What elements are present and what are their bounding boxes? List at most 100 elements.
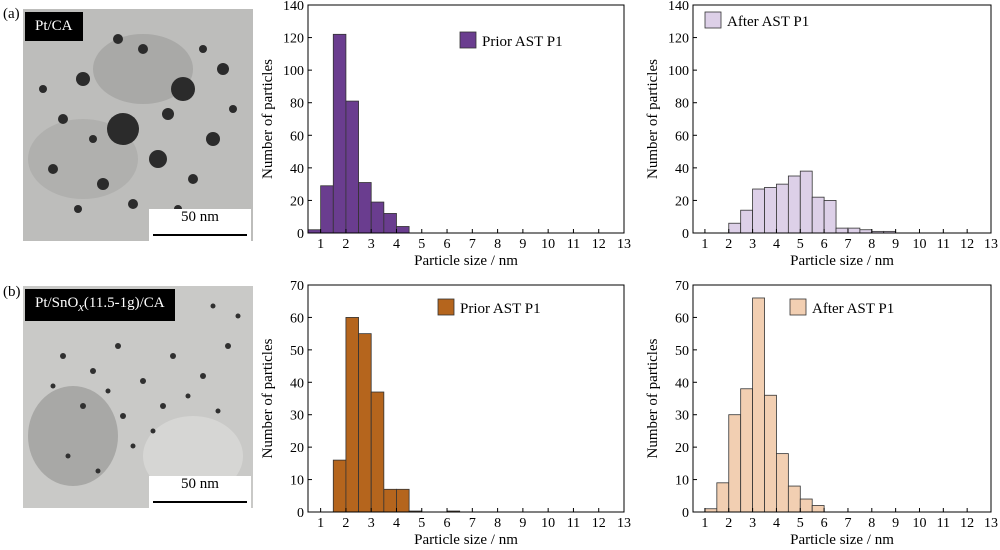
y-tick-label: 0 bbox=[297, 506, 304, 521]
x-axis-label: Particle size / nm bbox=[790, 253, 894, 269]
y-tick-label: 120 bbox=[668, 32, 689, 47]
y-tick-label: 50 bbox=[675, 344, 689, 359]
x-tick-label: 3 bbox=[368, 237, 375, 252]
histogram-bar bbox=[332, 459, 347, 513]
y-tick-label: 60 bbox=[675, 311, 689, 326]
x-tick-label: 11 bbox=[937, 516, 950, 531]
x-tick-label: 13 bbox=[617, 516, 631, 531]
x-tick-label: 12 bbox=[960, 237, 974, 252]
histogram-bar bbox=[847, 227, 861, 234]
x-tick-label: 9 bbox=[892, 516, 899, 531]
y-tick-label: 20 bbox=[675, 194, 689, 209]
y-tick-label: 40 bbox=[290, 376, 304, 391]
histogram-bar bbox=[345, 100, 359, 234]
x-tick-label: 10 bbox=[541, 516, 555, 531]
x-tick-label: 6 bbox=[444, 516, 451, 531]
legend-label: After AST P1 bbox=[812, 301, 894, 317]
histogram-bar bbox=[728, 414, 742, 513]
histogram-bar bbox=[358, 333, 372, 513]
x-tick-label: 7 bbox=[844, 516, 851, 531]
scale-bar-a: 50 nm bbox=[149, 209, 251, 241]
histogram-bar bbox=[764, 394, 777, 513]
x-tick-label: 4 bbox=[393, 237, 400, 252]
x-tick-label: 9 bbox=[519, 516, 526, 531]
y-tick-label: 100 bbox=[668, 64, 689, 79]
histogram-bar bbox=[764, 186, 777, 234]
tem-label-a: Pt/CA bbox=[25, 12, 83, 41]
x-axis-label: Particle size / nm bbox=[414, 253, 518, 269]
x-tick-label: 6 bbox=[821, 516, 828, 531]
legend-swatch bbox=[459, 31, 477, 49]
y-tick-label: 140 bbox=[283, 0, 304, 14]
y-tick-label: 140 bbox=[668, 0, 689, 14]
y-tick-label: 20 bbox=[675, 441, 689, 456]
x-tick-label: 1 bbox=[701, 516, 708, 531]
x-axis-label: Particle size / nm bbox=[414, 532, 518, 548]
x-tick-label: 2 bbox=[725, 237, 732, 252]
legend-swatch bbox=[789, 298, 807, 316]
tem-image-b: Pt/SnOx(11.5-1g)/CA 50 nm bbox=[23, 286, 253, 508]
x-tick-label: 13 bbox=[617, 237, 631, 252]
x-tick-label: 5 bbox=[418, 516, 425, 531]
x-tick-label: 4 bbox=[773, 516, 780, 531]
y-tick-label: 10 bbox=[290, 474, 304, 489]
legend-label: Prior AST P1 bbox=[482, 34, 563, 50]
histogram-bar bbox=[740, 209, 754, 234]
x-axis-label: Particle size / nm bbox=[790, 532, 894, 548]
plot-frame bbox=[307, 4, 625, 234]
x-tick-label: 12 bbox=[592, 237, 606, 252]
panel-label-a: (a) bbox=[3, 6, 20, 22]
y-tick-label: 40 bbox=[290, 162, 304, 177]
histogram-bar bbox=[345, 317, 359, 513]
scale-bar-text-a: 50 nm bbox=[181, 209, 219, 225]
histogram-bar bbox=[320, 185, 334, 234]
y-tick-label: 60 bbox=[290, 129, 304, 144]
legend-swatch bbox=[704, 11, 722, 29]
x-tick-label: 10 bbox=[541, 237, 555, 252]
x-tick-label: 13 bbox=[984, 237, 998, 252]
panel-label-b: (b) bbox=[3, 284, 21, 300]
scale-bar-text-b: 50 nm bbox=[181, 476, 219, 492]
y-axis-label: Number of particles bbox=[645, 338, 661, 458]
x-tick-label: 7 bbox=[469, 237, 476, 252]
y-tick-label: 40 bbox=[675, 376, 689, 391]
y-tick-label: 40 bbox=[675, 162, 689, 177]
x-tick-label: 6 bbox=[821, 237, 828, 252]
histogram-bar bbox=[728, 222, 742, 234]
y-axis-label: Number of particles bbox=[260, 338, 276, 458]
x-tick-label: 1 bbox=[317, 516, 324, 531]
x-tick-label: 1 bbox=[317, 237, 324, 252]
legend-swatch bbox=[437, 298, 455, 316]
y-tick-label: 0 bbox=[297, 227, 304, 242]
y-tick-label: 20 bbox=[290, 441, 304, 456]
histogram-bar bbox=[716, 482, 730, 513]
x-tick-label: 5 bbox=[418, 237, 425, 252]
histogram-a-prior: 1 2 3 4 5 6 7 8 9 10 11 12 13020406080100120140Parti… bbox=[260, 0, 631, 269]
histogram-a-after: 1 2 3 4 5 6 7 8 9 10 11 12 13020406080100120140Parti… bbox=[645, 0, 998, 269]
x-tick-label: 8 bbox=[494, 237, 501, 252]
x-tick-label: 6 bbox=[444, 237, 451, 252]
histogram-bar bbox=[811, 505, 825, 513]
x-tick-label: 2 bbox=[342, 516, 349, 531]
tem-image-a: Pt/CA 50 nm bbox=[23, 9, 253, 241]
tem-particles-a bbox=[23, 9, 253, 241]
histogram-bar bbox=[811, 196, 825, 234]
histogram-b-prior: 1 2 3 4 5 6 7 8 9 10 11 12 13010203040506070Particle… bbox=[260, 279, 631, 548]
y-tick-label: 60 bbox=[290, 311, 304, 326]
histogram-bar bbox=[776, 453, 789, 513]
tem-label-b-suffix: (11.5-1g)/CA bbox=[83, 295, 165, 311]
y-tick-label: 10 bbox=[675, 474, 689, 489]
y-tick-label: 30 bbox=[675, 409, 689, 424]
x-tick-label: 5 bbox=[797, 237, 804, 252]
histogram-bar bbox=[799, 498, 813, 513]
histogram-bar bbox=[740, 388, 754, 513]
histogram-bar bbox=[358, 182, 372, 234]
tem-label-b: Pt/SnOx(11.5-1g)/CA bbox=[25, 289, 175, 321]
x-tick-label: 4 bbox=[773, 237, 780, 252]
histogram-bar bbox=[835, 227, 849, 234]
y-tick-label: 30 bbox=[290, 409, 304, 424]
histogram-bar bbox=[383, 488, 397, 513]
x-tick-label: 3 bbox=[749, 237, 756, 252]
histogram-bar bbox=[370, 391, 385, 513]
x-tick-label: 10 bbox=[912, 516, 926, 531]
